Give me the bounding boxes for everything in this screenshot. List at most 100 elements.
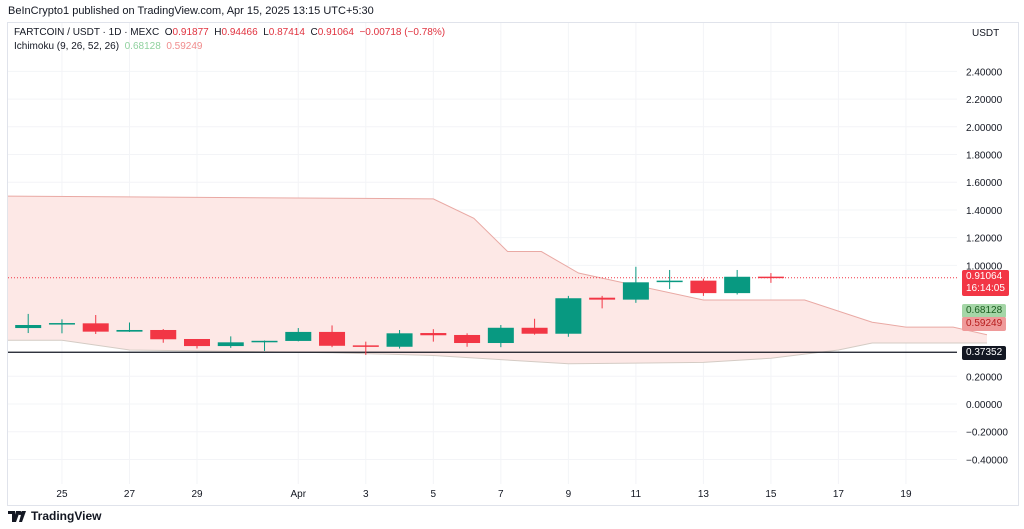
candle bbox=[116, 322, 143, 332]
candle-body bbox=[487, 327, 514, 344]
candle-body bbox=[82, 323, 109, 332]
candle-body bbox=[184, 338, 210, 347]
candle-body bbox=[150, 329, 177, 340]
x-tick-label: 11 bbox=[631, 489, 642, 500]
x-tick-label: 13 bbox=[698, 489, 710, 500]
candle bbox=[589, 295, 616, 309]
open-value: 0.91877 bbox=[172, 27, 209, 38]
tradingview-logo-icon bbox=[8, 510, 26, 522]
candle-body bbox=[386, 333, 413, 347]
y-tick-label: 2.20000 bbox=[966, 95, 1003, 106]
candle-body bbox=[724, 276, 751, 294]
y-tick-label: 1.20000 bbox=[966, 234, 1003, 245]
chart-frame bbox=[7, 22, 1019, 506]
candle bbox=[656, 269, 683, 289]
y-tick-label: −0.40000 bbox=[966, 455, 1008, 466]
change-value: −0.00718 (−0.78%) bbox=[359, 27, 446, 38]
candle-body bbox=[622, 282, 649, 300]
low-label: L bbox=[263, 27, 269, 38]
candle-body bbox=[285, 331, 312, 341]
high-value: 0.94466 bbox=[221, 27, 258, 38]
y-tick-label: 0.00000 bbox=[966, 400, 1003, 411]
candle bbox=[217, 336, 244, 348]
y-tick-label: 0.20000 bbox=[966, 372, 1003, 383]
x-tick-label: 17 bbox=[833, 489, 845, 500]
y-tick-label: 1.80000 bbox=[966, 151, 1003, 162]
candle bbox=[352, 341, 379, 355]
close-label: C bbox=[310, 27, 318, 38]
candle bbox=[420, 329, 447, 342]
bar-countdown: 16:14:05 bbox=[966, 283, 1005, 294]
candle-body bbox=[251, 340, 278, 343]
candle-body bbox=[454, 334, 481, 344]
candle bbox=[622, 266, 649, 303]
low-value: 0.87414 bbox=[268, 27, 305, 38]
tradingview-logo[interactable]: TradingView bbox=[8, 509, 101, 523]
y-tick-label: 1.60000 bbox=[966, 178, 1003, 189]
candle-body bbox=[690, 280, 717, 294]
indicator-value-1: 0.68128 bbox=[124, 41, 161, 52]
x-tick-label: Apr bbox=[290, 489, 306, 500]
candle bbox=[690, 278, 717, 296]
x-tick-label: 25 bbox=[56, 489, 68, 500]
candle bbox=[48, 319, 75, 334]
candle-body bbox=[217, 342, 244, 347]
candle-body bbox=[589, 297, 616, 300]
span-b-label: 0.59249 bbox=[962, 317, 1007, 331]
candle bbox=[555, 295, 582, 337]
x-tick-label: 29 bbox=[191, 489, 203, 500]
symbol-row: FARTCOIN / USDT · 1D · MEXC O0.91877 H0.… bbox=[14, 26, 445, 40]
y-tick-label: 1.00000 bbox=[966, 261, 1003, 272]
x-tick-label: 15 bbox=[765, 489, 777, 500]
open-label: O bbox=[164, 27, 173, 38]
candle-body bbox=[555, 298, 582, 334]
y-tick-label: 2.00000 bbox=[966, 123, 1003, 134]
y-tick-label: 1.40000 bbox=[966, 206, 1003, 217]
candle bbox=[150, 329, 177, 343]
x-tick-label: 5 bbox=[431, 489, 437, 500]
candle bbox=[454, 333, 481, 347]
x-tick-label: 3 bbox=[363, 489, 369, 500]
candle-body bbox=[521, 327, 548, 334]
candle bbox=[251, 340, 278, 351]
publisher-caption: BeInCrypto1 published on TradingView.com… bbox=[8, 5, 374, 17]
horizontal-line-label: 0.37352 bbox=[962, 346, 1007, 360]
candle bbox=[724, 269, 751, 295]
indicator-row: Ichimoku (9, 26, 52, 26) 0.68128 0.59249 bbox=[14, 40, 445, 54]
high-label: H bbox=[214, 27, 222, 38]
candle bbox=[82, 315, 109, 335]
x-tick-label: 9 bbox=[566, 489, 572, 500]
candle bbox=[386, 329, 413, 349]
x-tick-label: 7 bbox=[498, 489, 504, 500]
candle bbox=[757, 273, 784, 283]
x-tick-label: 19 bbox=[900, 489, 912, 500]
candle-body bbox=[656, 280, 683, 283]
close-value: 0.91064 bbox=[317, 27, 354, 38]
last-price: 0.91064 bbox=[966, 271, 1003, 282]
currency-label[interactable]: USDT bbox=[968, 28, 1004, 39]
candle-body bbox=[352, 345, 379, 347]
candle-body bbox=[48, 323, 75, 325]
candle-body bbox=[15, 324, 42, 329]
chart-legend: FARTCOIN / USDT · 1D · MEXC O0.91877 H0.… bbox=[14, 26, 445, 54]
candle bbox=[319, 325, 346, 348]
y-tick-label: −0.20000 bbox=[966, 428, 1008, 439]
indicator-name[interactable]: Ichimoku (9, 26, 52, 26) bbox=[14, 41, 120, 52]
candle bbox=[15, 313, 42, 334]
candle bbox=[521, 318, 548, 335]
indicator-value-2: 0.59249 bbox=[166, 41, 203, 52]
candle-body bbox=[319, 331, 346, 346]
ichimoku-cloud bbox=[7, 196, 987, 364]
y-tick-label: 2.40000 bbox=[966, 67, 1003, 78]
span-a-label: 0.68128 bbox=[962, 304, 1007, 318]
last-price-label: 0.91064 16:14:05 bbox=[962, 270, 1009, 296]
candle-body bbox=[116, 329, 143, 332]
x-tick-label: 27 bbox=[124, 489, 136, 500]
candle bbox=[184, 338, 210, 349]
candle-body bbox=[420, 333, 447, 336]
candle-body bbox=[757, 276, 784, 279]
symbol-name[interactable]: FARTCOIN / USDT · 1D · MEXC bbox=[14, 27, 160, 38]
candle bbox=[487, 324, 514, 348]
cloud-lower-span bbox=[7, 339, 987, 365]
